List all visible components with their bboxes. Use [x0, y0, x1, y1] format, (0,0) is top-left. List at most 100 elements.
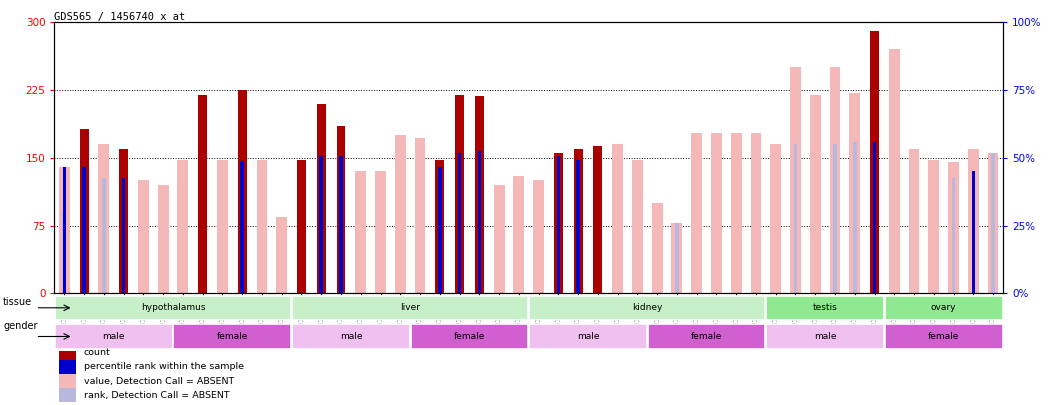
- Bar: [948, 162, 959, 294]
- Bar: [885, 324, 1003, 349]
- Text: male: male: [340, 332, 363, 341]
- Bar: [54, 324, 173, 349]
- Bar: [833, 144, 837, 294]
- Bar: [80, 129, 89, 294]
- Bar: [593, 146, 603, 294]
- Bar: [885, 296, 1003, 320]
- Bar: [99, 144, 109, 294]
- Bar: [529, 324, 647, 349]
- Bar: [554, 153, 563, 294]
- Bar: [692, 132, 702, 294]
- Bar: [336, 126, 346, 294]
- Bar: [672, 223, 682, 294]
- Bar: [60, 345, 77, 360]
- Text: count: count: [84, 348, 111, 357]
- Bar: [375, 171, 386, 294]
- Bar: [529, 296, 765, 320]
- Bar: [675, 223, 679, 294]
- Bar: [411, 324, 528, 349]
- Bar: [63, 212, 66, 294]
- Text: kidney: kidney: [632, 303, 662, 312]
- Bar: [60, 388, 77, 403]
- Text: female: female: [691, 332, 722, 341]
- Bar: [438, 167, 441, 294]
- Bar: [514, 176, 524, 294]
- Bar: [316, 104, 326, 294]
- Bar: [478, 151, 481, 294]
- Bar: [889, 49, 899, 294]
- Bar: [766, 296, 883, 320]
- Bar: [292, 296, 528, 320]
- Bar: [632, 160, 642, 294]
- Text: percentile rank within the sample: percentile rank within the sample: [84, 362, 244, 371]
- Bar: [257, 160, 267, 294]
- Bar: [971, 171, 975, 294]
- Bar: [238, 90, 246, 294]
- Bar: [870, 31, 879, 294]
- Text: hypothalamus: hypothalamus: [140, 303, 205, 312]
- Text: male: male: [814, 332, 836, 341]
- Bar: [556, 156, 560, 294]
- Text: gender: gender: [3, 321, 38, 331]
- Bar: [952, 178, 956, 294]
- Text: female: female: [454, 332, 485, 341]
- Text: liver: liver: [400, 303, 420, 312]
- Bar: [122, 178, 126, 294]
- Text: tissue: tissue: [3, 297, 32, 307]
- Bar: [576, 160, 580, 294]
- Bar: [60, 374, 77, 388]
- Bar: [435, 160, 444, 294]
- Bar: [240, 160, 244, 294]
- Text: ovary: ovary: [931, 303, 957, 312]
- Bar: [573, 149, 583, 294]
- Bar: [929, 160, 939, 294]
- Bar: [711, 132, 722, 294]
- Bar: [119, 149, 128, 294]
- Bar: [138, 181, 149, 294]
- Bar: [102, 178, 106, 294]
- Bar: [217, 160, 227, 294]
- Text: GDS565 / 1456740_x_at: GDS565 / 1456740_x_at: [54, 11, 185, 22]
- Bar: [730, 132, 742, 294]
- Bar: [455, 95, 464, 294]
- Bar: [63, 167, 66, 294]
- Text: male: male: [103, 332, 125, 341]
- Bar: [968, 149, 979, 294]
- Text: rank, Detection Call = ABSENT: rank, Detection Call = ABSENT: [84, 391, 230, 400]
- Bar: [340, 156, 343, 294]
- Bar: [612, 144, 624, 294]
- Text: value, Detection Call = ABSENT: value, Detection Call = ABSENT: [84, 377, 234, 386]
- Bar: [320, 156, 323, 294]
- Bar: [750, 132, 762, 294]
- Bar: [54, 296, 291, 320]
- Bar: [849, 93, 860, 294]
- Bar: [83, 167, 86, 294]
- Bar: [60, 360, 77, 374]
- Text: female: female: [217, 332, 248, 341]
- Bar: [533, 181, 544, 294]
- Bar: [415, 138, 425, 294]
- Bar: [158, 185, 169, 294]
- Bar: [59, 167, 70, 294]
- Bar: [991, 153, 995, 294]
- Bar: [873, 143, 876, 294]
- Bar: [292, 324, 410, 349]
- Bar: [793, 144, 798, 294]
- Bar: [770, 144, 781, 294]
- Bar: [297, 160, 306, 294]
- Bar: [648, 324, 765, 349]
- Bar: [198, 95, 208, 294]
- Bar: [458, 153, 461, 294]
- Bar: [177, 160, 189, 294]
- Bar: [810, 95, 821, 294]
- Bar: [355, 171, 366, 294]
- Bar: [987, 153, 999, 294]
- Text: female: female: [927, 332, 959, 341]
- Bar: [790, 68, 801, 294]
- Text: male: male: [576, 332, 599, 341]
- Bar: [909, 149, 919, 294]
- Bar: [830, 68, 840, 294]
- Bar: [494, 185, 504, 294]
- Bar: [652, 203, 662, 294]
- Text: testis: testis: [813, 303, 837, 312]
